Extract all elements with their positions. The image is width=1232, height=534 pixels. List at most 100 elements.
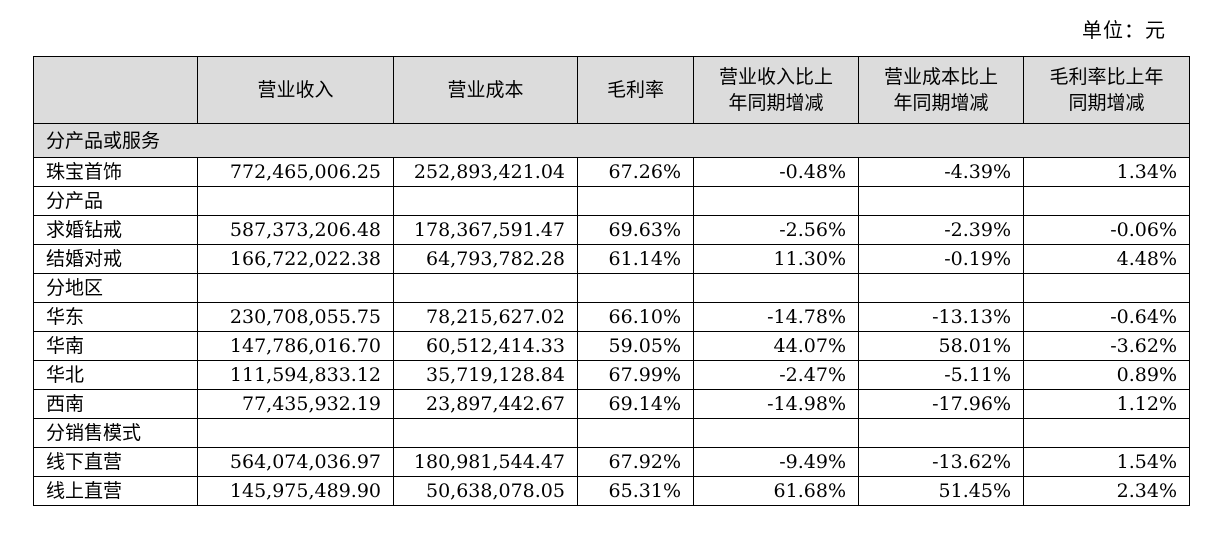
cell-value: 587,373,206.48 bbox=[197, 215, 394, 245]
cell-value: 772,465,006.25 bbox=[197, 157, 394, 187]
cell-value bbox=[393, 273, 578, 303]
cell-value bbox=[577, 186, 694, 216]
cell-value bbox=[393, 186, 578, 216]
cell-value: -4.39% bbox=[858, 157, 1024, 187]
cell-value bbox=[197, 418, 394, 448]
cell-value: -14.98% bbox=[693, 389, 859, 419]
cell-value: -0.48% bbox=[693, 157, 859, 187]
cell-value: -0.64% bbox=[1023, 302, 1190, 332]
cell-value: 180,981,544.47 bbox=[393, 447, 578, 477]
cell-value: 44.07% bbox=[693, 331, 859, 361]
cell-value: 77,435,932.19 bbox=[197, 389, 394, 419]
cell-value: -13.13% bbox=[858, 302, 1024, 332]
header-line: 年同期增减 bbox=[893, 92, 989, 114]
cell-value: -17.96% bbox=[858, 389, 1024, 419]
section-row: 分产品或服务 bbox=[33, 123, 1190, 158]
cell-value: 252,893,421.04 bbox=[393, 157, 578, 187]
cell-value: -9.49% bbox=[693, 447, 859, 477]
cell-value: 61.68% bbox=[693, 476, 859, 506]
cell-value: 4.48% bbox=[1023, 244, 1190, 274]
header-line: 营业成本比上 bbox=[883, 66, 998, 88]
table-row: 分产品 bbox=[33, 186, 1190, 216]
cell-value: 78,215,627.02 bbox=[393, 302, 578, 332]
cell-value bbox=[197, 273, 394, 303]
cell-value: 67.99% bbox=[577, 360, 694, 390]
row-label: 华东 bbox=[33, 302, 198, 332]
cell-value: 60,512,414.33 bbox=[393, 331, 578, 361]
cell-value: 178,367,591.47 bbox=[393, 215, 578, 245]
row-label: 结婚对戒 bbox=[33, 244, 198, 274]
header-line: 毛利率比上年 bbox=[1049, 66, 1164, 88]
cell-value: -2.56% bbox=[693, 215, 859, 245]
revenue-table: 营业收入 营业成本 毛利率 营业收入比上 年同期增减 营业成本比上 年同期增减 毛利… bbox=[33, 56, 1190, 506]
table-row: 华东 230,708,055.75 78,215,627.02 66.10% -14.7… bbox=[33, 302, 1190, 332]
cell-value: 67.92% bbox=[577, 447, 694, 477]
table-row: 华南 147,786,016.70 60,512,414.33 59.05% 44.07… bbox=[33, 331, 1190, 361]
cell-value: 65.31% bbox=[577, 476, 694, 506]
cell-value: 23,897,442.67 bbox=[393, 389, 578, 419]
header-cell-margin-yoy: 毛利率比上年 同期增减 bbox=[1023, 56, 1190, 124]
cell-value bbox=[393, 418, 578, 448]
cell-value: 1.34% bbox=[1023, 157, 1190, 187]
cell-value: 61.14% bbox=[577, 244, 694, 274]
cell-value: 230,708,055.75 bbox=[197, 302, 394, 332]
cell-value bbox=[577, 418, 694, 448]
cell-value: 11.30% bbox=[693, 244, 859, 274]
cell-value bbox=[693, 418, 859, 448]
row-label: 华南 bbox=[33, 331, 198, 361]
cell-value: 35,719,128.84 bbox=[393, 360, 578, 390]
section-title: 分产品或服务 bbox=[33, 123, 1190, 158]
table-row: 分销售模式 bbox=[33, 418, 1190, 448]
header-cell-blank bbox=[33, 56, 198, 124]
cell-value bbox=[1023, 418, 1190, 448]
header-cell-gross-margin: 毛利率 bbox=[577, 56, 694, 124]
table-row: 线下直营 564,074,036.97 180,981,544.47 67.92% -9… bbox=[33, 447, 1190, 477]
cell-value bbox=[693, 273, 859, 303]
unit-label: 单位：元 bbox=[1082, 18, 1166, 42]
header-cell-cost-yoy: 营业成本比上 年同期增减 bbox=[858, 56, 1024, 124]
cell-value: 66.10% bbox=[577, 302, 694, 332]
cell-value: -0.06% bbox=[1023, 215, 1190, 245]
cell-value: 67.26% bbox=[577, 157, 694, 187]
cell-value bbox=[693, 186, 859, 216]
cell-value: 0.89% bbox=[1023, 360, 1190, 390]
header-line: 营业成本 bbox=[447, 79, 524, 101]
header-line: 同期增减 bbox=[1068, 92, 1145, 114]
cell-value: -14.78% bbox=[693, 302, 859, 332]
row-label: 分地区 bbox=[33, 273, 198, 303]
cell-value: -3.62% bbox=[1023, 331, 1190, 361]
cell-value bbox=[577, 273, 694, 303]
table-row: 结婚对戒 166,722,022.38 64,793,782.28 61.14% 11.… bbox=[33, 244, 1190, 274]
cell-value: 51.45% bbox=[858, 476, 1024, 506]
cell-value: 69.63% bbox=[577, 215, 694, 245]
cell-value bbox=[197, 186, 394, 216]
header-cell-revenue-yoy: 营业收入比上 年同期增减 bbox=[693, 56, 859, 124]
cell-value: 166,722,022.38 bbox=[197, 244, 394, 274]
cell-value: -5.11% bbox=[858, 360, 1024, 390]
table-row: 求婚钻戒 587,373,206.48 178,367,591.47 69.63% -2… bbox=[33, 215, 1190, 245]
cell-value: 50,638,078.05 bbox=[393, 476, 578, 506]
row-label: 珠宝首饰 bbox=[33, 157, 198, 187]
cell-value: 59.05% bbox=[577, 331, 694, 361]
row-label: 求婚钻戒 bbox=[33, 215, 198, 245]
cell-value: 1.54% bbox=[1023, 447, 1190, 477]
cell-value: 111,594,833.12 bbox=[197, 360, 394, 390]
table-row: 线上直营 145,975,489.90 50,638,078.05 65.31% 61.… bbox=[33, 476, 1190, 506]
header-line: 营业收入 bbox=[257, 79, 334, 101]
cell-value bbox=[1023, 186, 1190, 216]
cell-value: -0.19% bbox=[858, 244, 1024, 274]
cell-value bbox=[858, 273, 1024, 303]
header-row: 营业收入 营业成本 毛利率 营业收入比上 年同期增减 营业成本比上 年同期增减 毛利… bbox=[33, 56, 1190, 124]
cell-value: 69.14% bbox=[577, 389, 694, 419]
cell-value: 2.34% bbox=[1023, 476, 1190, 506]
table-row: 分地区 bbox=[33, 273, 1190, 303]
cell-value: 145,975,489.90 bbox=[197, 476, 394, 506]
cell-value: -2.47% bbox=[693, 360, 859, 390]
cell-value: 1.12% bbox=[1023, 389, 1190, 419]
cell-value: -13.62% bbox=[858, 447, 1024, 477]
header-line: 营业收入比上 bbox=[718, 66, 833, 88]
row-label: 分产品 bbox=[33, 186, 198, 216]
header-line: 毛利率 bbox=[606, 79, 664, 101]
row-label: 分销售模式 bbox=[33, 418, 198, 448]
table-row: 西南 77,435,932.19 23,897,442.67 69.14% -14.98… bbox=[33, 389, 1190, 419]
